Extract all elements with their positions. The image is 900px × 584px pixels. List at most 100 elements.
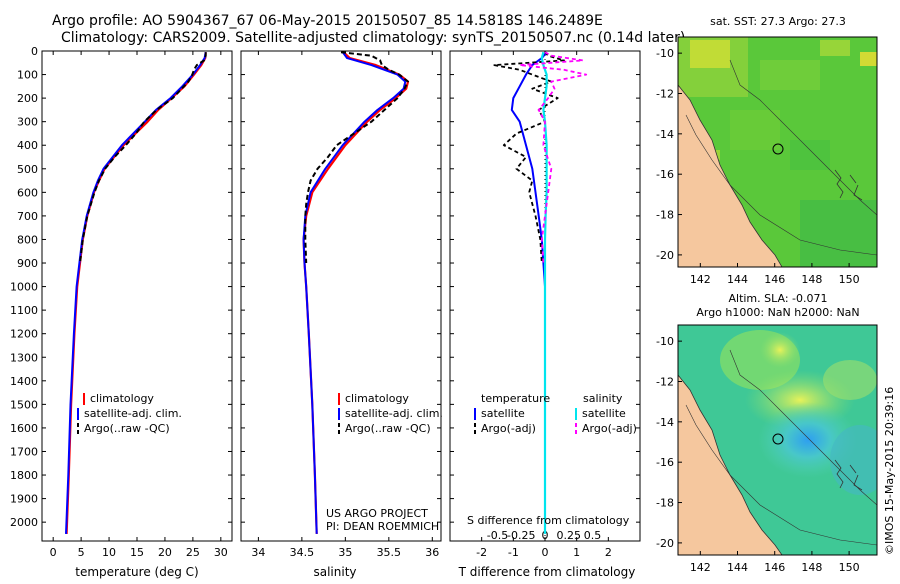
t-difference-axis-label: T difference from climatology <box>458 565 636 579</box>
map-x-tick-label: 150 <box>839 561 860 574</box>
map-y-tick-label: -20 <box>656 537 674 550</box>
y-tick-label: 1000 <box>10 281 38 294</box>
y-tick-label: 1400 <box>10 375 38 388</box>
legend-header-salinity: salinity <box>583 392 623 405</box>
x-tick-label: 35.5 <box>377 546 402 559</box>
legend-climatology-label: climatology <box>90 392 154 405</box>
legend-argo-label: Argo(..raw -QC) <box>84 422 170 435</box>
y-tick-label: 600 <box>17 186 38 199</box>
figure-title-line2: Climatology: CARS2009. Satellite-adjuste… <box>61 30 685 46</box>
s-tick-label: 0.25 <box>557 529 582 542</box>
legend-sal-satellite-label: satellite <box>582 407 626 420</box>
salinity-axis-label: salinity <box>313 565 356 579</box>
sla-land <box>678 374 783 555</box>
legend-sal-argo-label: Argo(-adj) <box>582 422 637 435</box>
x-tick-label: 0 <box>50 546 57 559</box>
map-y-tick-label: -14 <box>656 128 674 141</box>
x-tick-label: 34 <box>251 546 265 559</box>
plot-frame <box>240 50 442 542</box>
map-x-tick-label: 146 <box>764 561 785 574</box>
legend-satellite-label: satellite-adj. clim. <box>345 407 443 420</box>
y-tick-label: 200 <box>17 92 38 105</box>
series-line-argo-raw-qc- <box>79 52 207 264</box>
legend-climatology-label: climatology <box>345 392 409 405</box>
legend-temp-argo-label: Argo(-adj) <box>481 422 536 435</box>
figure-title-line1: Argo profile: AO 5904367_67 06-May-2015 … <box>52 13 603 29</box>
map-y-tick-label: -18 <box>656 209 674 222</box>
y-tick-label: 1100 <box>10 304 38 317</box>
map-y-tick-label: -16 <box>656 456 674 469</box>
difference-panel: -2 -1 0 1 2 -0.5-0.25 0 0.25 0.5 <box>449 50 641 559</box>
y-tick-label: 100 <box>17 69 38 82</box>
y-tick-label: 1600 <box>10 422 38 435</box>
legend-argo-label: Argo(..raw -QC) <box>345 422 431 435</box>
series-group <box>493 51 588 534</box>
x-tick-label: 15 <box>130 546 144 559</box>
s-tick-label: -0.25 <box>507 529 535 542</box>
map-x-tick-label: 144 <box>727 561 748 574</box>
map-x-tick-label: 144 <box>727 273 748 286</box>
x-tick-label: 5 <box>78 546 85 559</box>
x-tick-label: 36 <box>425 546 439 559</box>
map-y-tick-label: -16 <box>656 168 674 181</box>
argo-position-marker <box>772 433 784 445</box>
x-tick-label: 25 <box>186 546 200 559</box>
series-group <box>302 51 410 534</box>
y-tick-label: 2000 <box>10 516 38 529</box>
sst-land <box>678 84 783 267</box>
series-line-salinity-satellite <box>540 51 548 534</box>
y-tick-label: 700 <box>17 210 38 223</box>
y-tick-label: 1900 <box>10 493 38 506</box>
salinity-legend: climatology satellite-adj. clim. Argo(..… <box>326 392 443 533</box>
series-line-argo-raw-qc- <box>304 51 409 264</box>
series-line-salinity-argo-adj- <box>518 51 588 264</box>
sla-map-title: Altim. SLA: -0.071 <box>728 292 827 305</box>
sla-map: 142 144 146 148 150 -10 -12 -14 -16 -18 -20 <box>656 324 878 574</box>
series-line-satellite-adj-clim- <box>65 52 207 534</box>
x-tick-label: 20 <box>158 546 172 559</box>
sst-map: 142 144 146 148 150 -10 -12 -14 -16 -18 -20 <box>656 36 878 286</box>
y-tick-label: 300 <box>17 116 38 129</box>
series-line-satellite-adj-clim- <box>302 51 407 534</box>
map-y-tick-label: -10 <box>656 47 674 60</box>
map-y-tick-label: -18 <box>656 497 674 510</box>
y-tick-label: 1300 <box>10 351 38 364</box>
x-tick-label: 35 <box>338 546 352 559</box>
plot-frame <box>41 50 233 542</box>
series-group <box>65 52 207 534</box>
y-tick-label: 0 <box>31 45 38 58</box>
x-tick-label: 1 <box>573 546 580 559</box>
sst-map-title: sat. SST: 27.3 Argo: 27.3 <box>710 15 846 28</box>
argo-position-marker <box>772 143 784 155</box>
legend-temp-satellite-label: satellite <box>481 407 525 420</box>
difference-legend: temperature salinity satellite Argo(-adj… <box>467 392 637 527</box>
x-tick-label: -1 <box>508 546 519 559</box>
y-tick-label: 400 <box>17 139 38 152</box>
credit-pi: PI: DEAN ROEMMICH <box>326 520 439 533</box>
y-tick-label: 1800 <box>10 469 38 482</box>
s-tick-label: 0.5 <box>584 529 602 542</box>
y-tick-label: 1700 <box>10 445 38 458</box>
map-y-tick-label: -14 <box>656 416 674 429</box>
legend-header-temperature: temperature <box>481 392 550 405</box>
y-tick-label: 1500 <box>10 398 38 411</box>
s-tick-label: 0 <box>542 529 549 542</box>
x-tick-label: 30 <box>214 546 228 559</box>
x-tick-label: 10 <box>102 546 116 559</box>
s-tick-label: -0.5 <box>487 529 508 542</box>
temperature-panel: 0100200300400500600700800900100011001200… <box>10 45 233 559</box>
map-x-tick-label: 148 <box>801 561 822 574</box>
map-y-tick-label: -12 <box>656 375 674 388</box>
map-y-tick-label: -20 <box>656 249 674 262</box>
credit-project: US ARGO PROJECT <box>326 507 428 520</box>
map-x-tick-label: 148 <box>801 273 822 286</box>
x-tick-label: -2 <box>476 546 487 559</box>
y-tick-label: 900 <box>17 257 38 270</box>
y-tick-label: 800 <box>17 233 38 246</box>
map-y-tick-label: -10 <box>656 335 674 348</box>
map-y-tick-label: -12 <box>656 87 674 100</box>
salinity-panel: 34 34.5 35 35.5 36 <box>240 50 442 559</box>
sla-map-subtitle: Argo h1000: NaN h2000: NaN <box>696 306 859 319</box>
map-x-tick-label: 146 <box>764 273 785 286</box>
